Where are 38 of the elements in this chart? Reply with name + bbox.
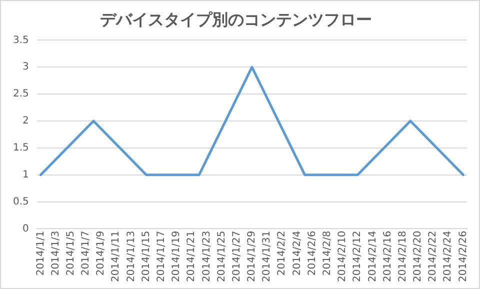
y-tick-label: 2 — [22, 116, 29, 127]
x-tick-label: 2014/1/29 — [246, 230, 258, 282]
x-tick-label: 2014/2/26 — [458, 230, 469, 282]
x-tick-label: 2014/2/4 — [292, 230, 303, 276]
x-tick-label: 2014/1/27 — [231, 230, 242, 282]
y-tick-label: 1 — [22, 169, 29, 180]
x-tick-label: 2014/1/13 — [126, 230, 137, 282]
x-tick-label: 2014/1/23 — [201, 230, 212, 282]
x-tick-label: 2014/2/8 — [322, 230, 333, 276]
x-tick-label: 2014/2/6 — [306, 230, 318, 276]
x-tick-label: 2014/1/9 — [96, 230, 107, 276]
x-tick-label: 2014/1/11 — [110, 230, 122, 282]
x-tick-label: 2014/2/12 — [352, 230, 364, 282]
y-tick-label: 0 — [22, 223, 29, 234]
y-tick-label: 3 — [22, 62, 29, 73]
x-tick-label: 2014/2/2 — [276, 230, 288, 276]
y-tick-label: 3.5 — [12, 34, 29, 46]
x-tick-label: 2014/1/1 — [35, 230, 46, 276]
y-tick-label: 1.5 — [12, 142, 29, 154]
y-tick-label: 0.5 — [12, 196, 29, 208]
x-tick-label: 2014/2/14 — [367, 230, 378, 282]
x-tick-label: 2014/1/25 — [216, 230, 228, 282]
x-tick-label: 2014/1/3 — [50, 230, 62, 276]
x-tick-label: 2014/2/24 — [442, 230, 454, 282]
chart-title: デバイスタイプ別のコンテンツフロー — [100, 10, 372, 29]
x-tick-label: 2014/1/31 — [262, 230, 273, 282]
x-tick-label: 2014/1/19 — [171, 230, 182, 282]
x-tick-label: 2014/1/17 — [156, 230, 167, 282]
x-tick-label: 2014/2/22 — [428, 230, 439, 282]
x-tick-label: 2014/1/7 — [80, 230, 92, 276]
x-tick-label: 2014/1/5 — [65, 230, 76, 276]
x-tick-label: 2014/2/18 — [397, 230, 408, 282]
x-tick-label: 2014/2/16 — [382, 230, 394, 282]
x-tick-label: 2014/2/20 — [412, 230, 424, 282]
y-tick-label: 2.5 — [12, 88, 29, 100]
x-tick-label: 2014/2/10 — [337, 230, 348, 282]
x-tick-label: 2014/1/15 — [140, 230, 152, 282]
x-tick-label: 2014/1/21 — [186, 230, 198, 282]
